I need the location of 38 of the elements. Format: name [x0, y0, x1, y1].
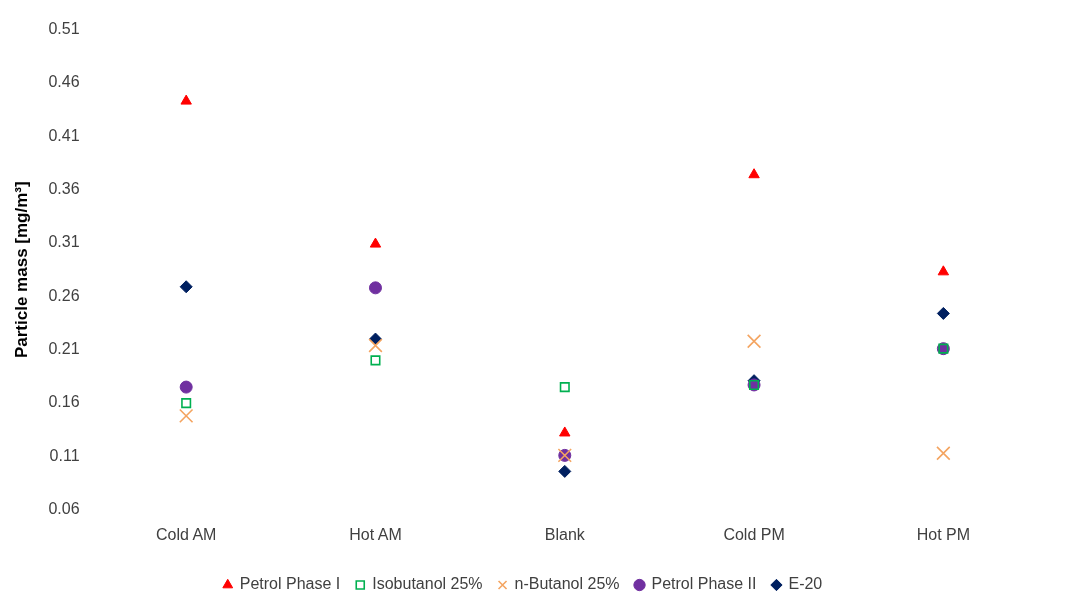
legend-label: n-Butanol 25%: [514, 575, 620, 593]
point: [559, 382, 570, 393]
y-axis-title: Particle mass [mg/m³]: [11, 181, 31, 359]
y-tick-label: 0.46: [48, 73, 80, 91]
point: [936, 446, 951, 461]
y-tick-label: 0.16: [48, 393, 80, 411]
point: [369, 237, 382, 248]
point: [368, 338, 383, 353]
legend-label: Petrol Phase II: [651, 575, 757, 593]
y-tick-label: 0.41: [48, 126, 80, 144]
y-tick-label: 0.11: [49, 446, 80, 464]
point: [179, 280, 193, 294]
point: [937, 265, 950, 276]
x-tick-label: Hot AM: [349, 525, 402, 543]
legend-label: E-20: [788, 575, 823, 593]
point: [748, 168, 760, 179]
point: [558, 464, 572, 478]
point: [746, 334, 762, 349]
y-tick-label: 0.51: [48, 20, 80, 38]
point: [179, 408, 194, 424]
y-tick-label: 0.21: [48, 340, 80, 358]
point: [936, 306, 950, 320]
point: [179, 380, 193, 394]
point: [180, 94, 192, 105]
legend-label: Petrol Phase I: [239, 575, 341, 593]
x-tick-label: Cold AM: [155, 525, 217, 543]
y-tick-label: 0.36: [48, 180, 80, 198]
x-tick-label: Blank: [544, 525, 586, 543]
y-tick-label: 0.06: [48, 500, 80, 518]
y-tick-label: 0.31: [48, 233, 80, 251]
point: [559, 426, 571, 437]
point: [370, 355, 381, 366]
point: [368, 281, 382, 295]
x-tick-label: Hot PM: [916, 525, 971, 543]
point: [181, 398, 192, 409]
legend-label: Isobutanol 25%: [372, 575, 483, 593]
y-tick-label: 0.26: [48, 286, 80, 304]
x-tick-label: Cold PM: [723, 525, 785, 543]
